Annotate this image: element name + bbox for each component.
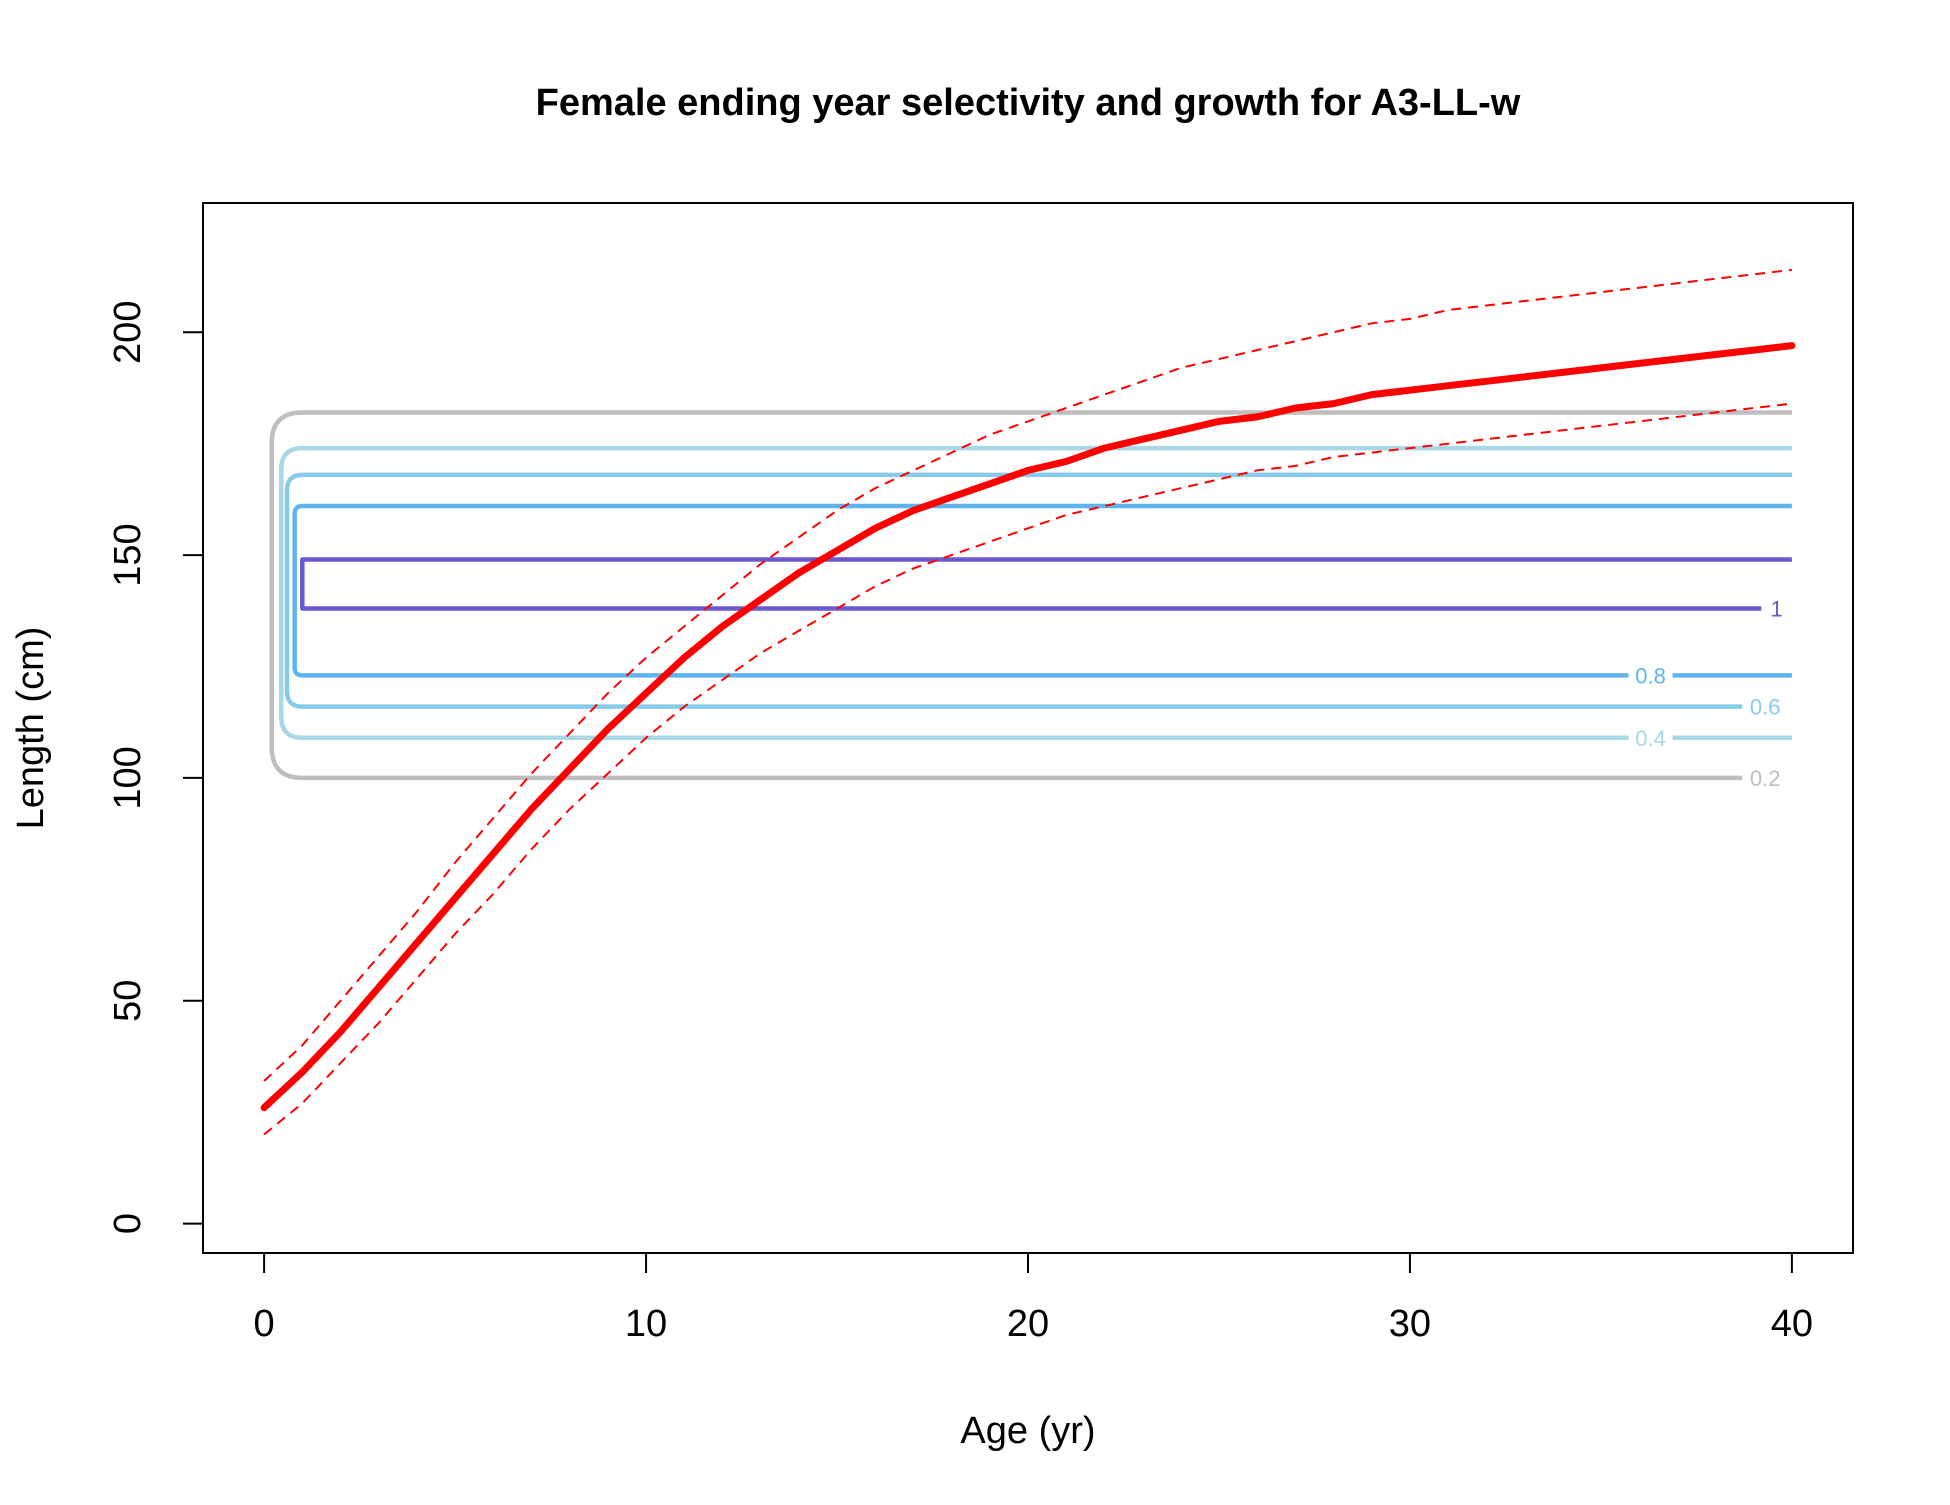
contour-label-bg-0 <box>1743 763 1788 792</box>
contour-label-2: 0.6 <box>1750 695 1781 720</box>
y-axis: 0 50 100 150 200 <box>107 301 204 1234</box>
y-tick-label-3: 150 <box>107 523 149 586</box>
x-axis: 0 10 20 30 40 <box>254 1252 1813 1345</box>
y-tick-label-0: 0 <box>107 1213 149 1234</box>
contour-label-bg-4 <box>1766 594 1787 623</box>
contour-line-1 <box>279 445 1792 741</box>
chart-title: Female ending year selectivity and growt… <box>536 82 1521 124</box>
contour-label-3: 0.8 <box>1635 663 1666 688</box>
x-tick-label-4: 40 <box>1771 1303 1813 1345</box>
y-tick-label-4: 200 <box>107 301 149 364</box>
contour-line-2 <box>284 472 1792 709</box>
contour-label-0: 0.2 <box>1750 766 1781 791</box>
growth-upper-ci-line <box>263 268 1793 1082</box>
y-tick-label-1: 50 <box>107 980 149 1022</box>
growth-lower-ci-line <box>263 402 1793 1136</box>
contour-line-3 <box>292 503 1792 678</box>
contour-label-1: 0.4 <box>1635 726 1666 751</box>
x-axis-title: Age (yr) <box>960 1410 1095 1452</box>
contour-label-bg-1 <box>1628 723 1673 752</box>
contour-line-4 <box>300 557 1792 611</box>
plot-area-frame <box>202 202 1854 1254</box>
contour-label-bg-2 <box>1743 692 1788 721</box>
x-tick-label-0: 0 <box>254 1303 275 1345</box>
contour-label-bg-3 <box>1628 661 1673 690</box>
selectivity-contours: 0.2 0.4 0.6 0.8 1 <box>269 410 1792 792</box>
y-tick-label-2: 100 <box>107 746 149 809</box>
growth-mean-line <box>260 342 1796 1112</box>
x-tick-label-3: 30 <box>1389 1303 1431 1345</box>
y-axis-title: Length (cm) <box>10 627 52 830</box>
x-tick-label-1: 10 <box>625 1303 667 1345</box>
contour-line-0 <box>269 410 1792 781</box>
growth-curves <box>260 268 1796 1136</box>
contour-label-4: 1 <box>1770 597 1782 622</box>
x-tick-label-2: 20 <box>1007 1303 1049 1345</box>
